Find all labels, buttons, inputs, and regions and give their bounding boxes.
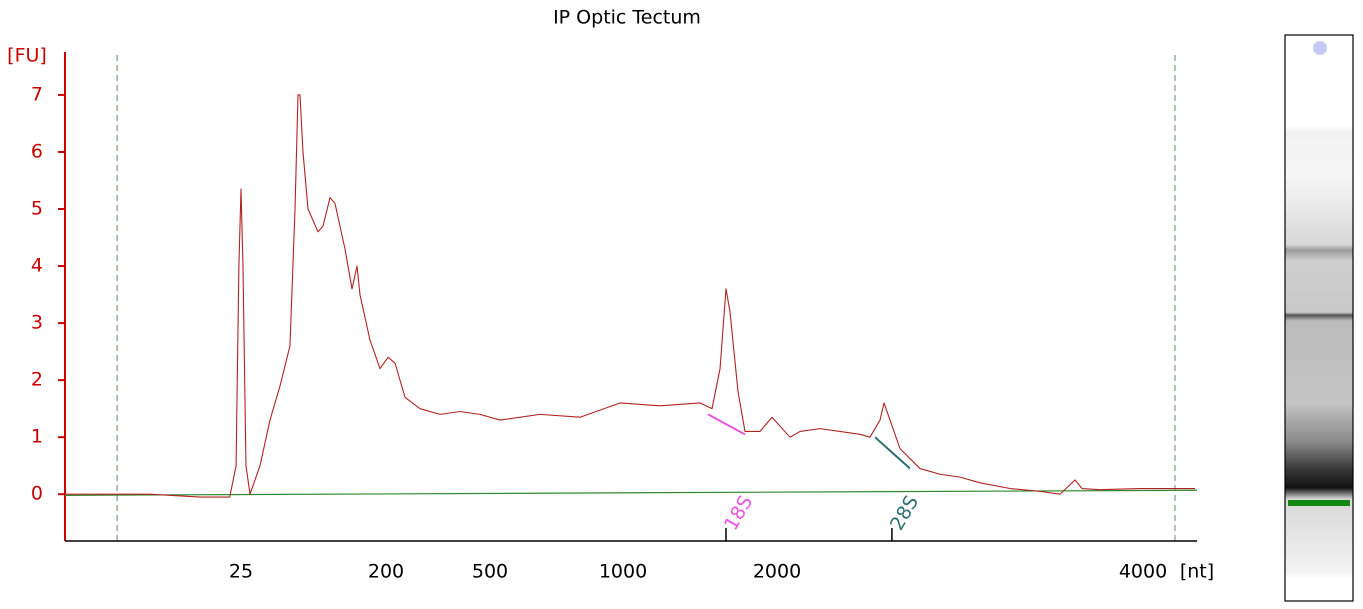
y-tick-label: 1: [31, 426, 43, 448]
x-tick-label: 500: [472, 561, 508, 583]
baseline: [64, 489, 1198, 496]
y-tick-label: 7: [31, 83, 43, 105]
x-axis-label: [nt]: [1180, 561, 1214, 583]
peak-label: 28S: [886, 492, 923, 534]
y-tick-label: 4: [31, 255, 43, 277]
x-tick-label: 25: [229, 561, 253, 583]
peak-marker: [874, 436, 911, 470]
gel-marker-band: [1288, 500, 1350, 506]
y-tick-label: 6: [31, 140, 43, 162]
y-axis-label: [FU]: [7, 45, 47, 67]
x-tick-label: 4000: [1119, 561, 1167, 583]
chart-title: IP Optic Tectum: [553, 7, 701, 29]
x-tick-label: 1000: [599, 561, 647, 583]
y-tick-label: 0: [31, 483, 43, 505]
y-tick-label: 5: [31, 198, 43, 220]
x-tick-label: 2000: [753, 561, 801, 583]
gel-well: [1313, 41, 1327, 55]
peak-label: 18S: [720, 492, 757, 534]
y-tick-label: 3: [31, 312, 43, 334]
peak-marker: [707, 413, 746, 436]
x-tick-label: 200: [368, 561, 404, 583]
trace: [65, 94, 1195, 498]
gel-lane: [1284, 34, 1354, 602]
y-tick-label: 2: [31, 369, 43, 391]
